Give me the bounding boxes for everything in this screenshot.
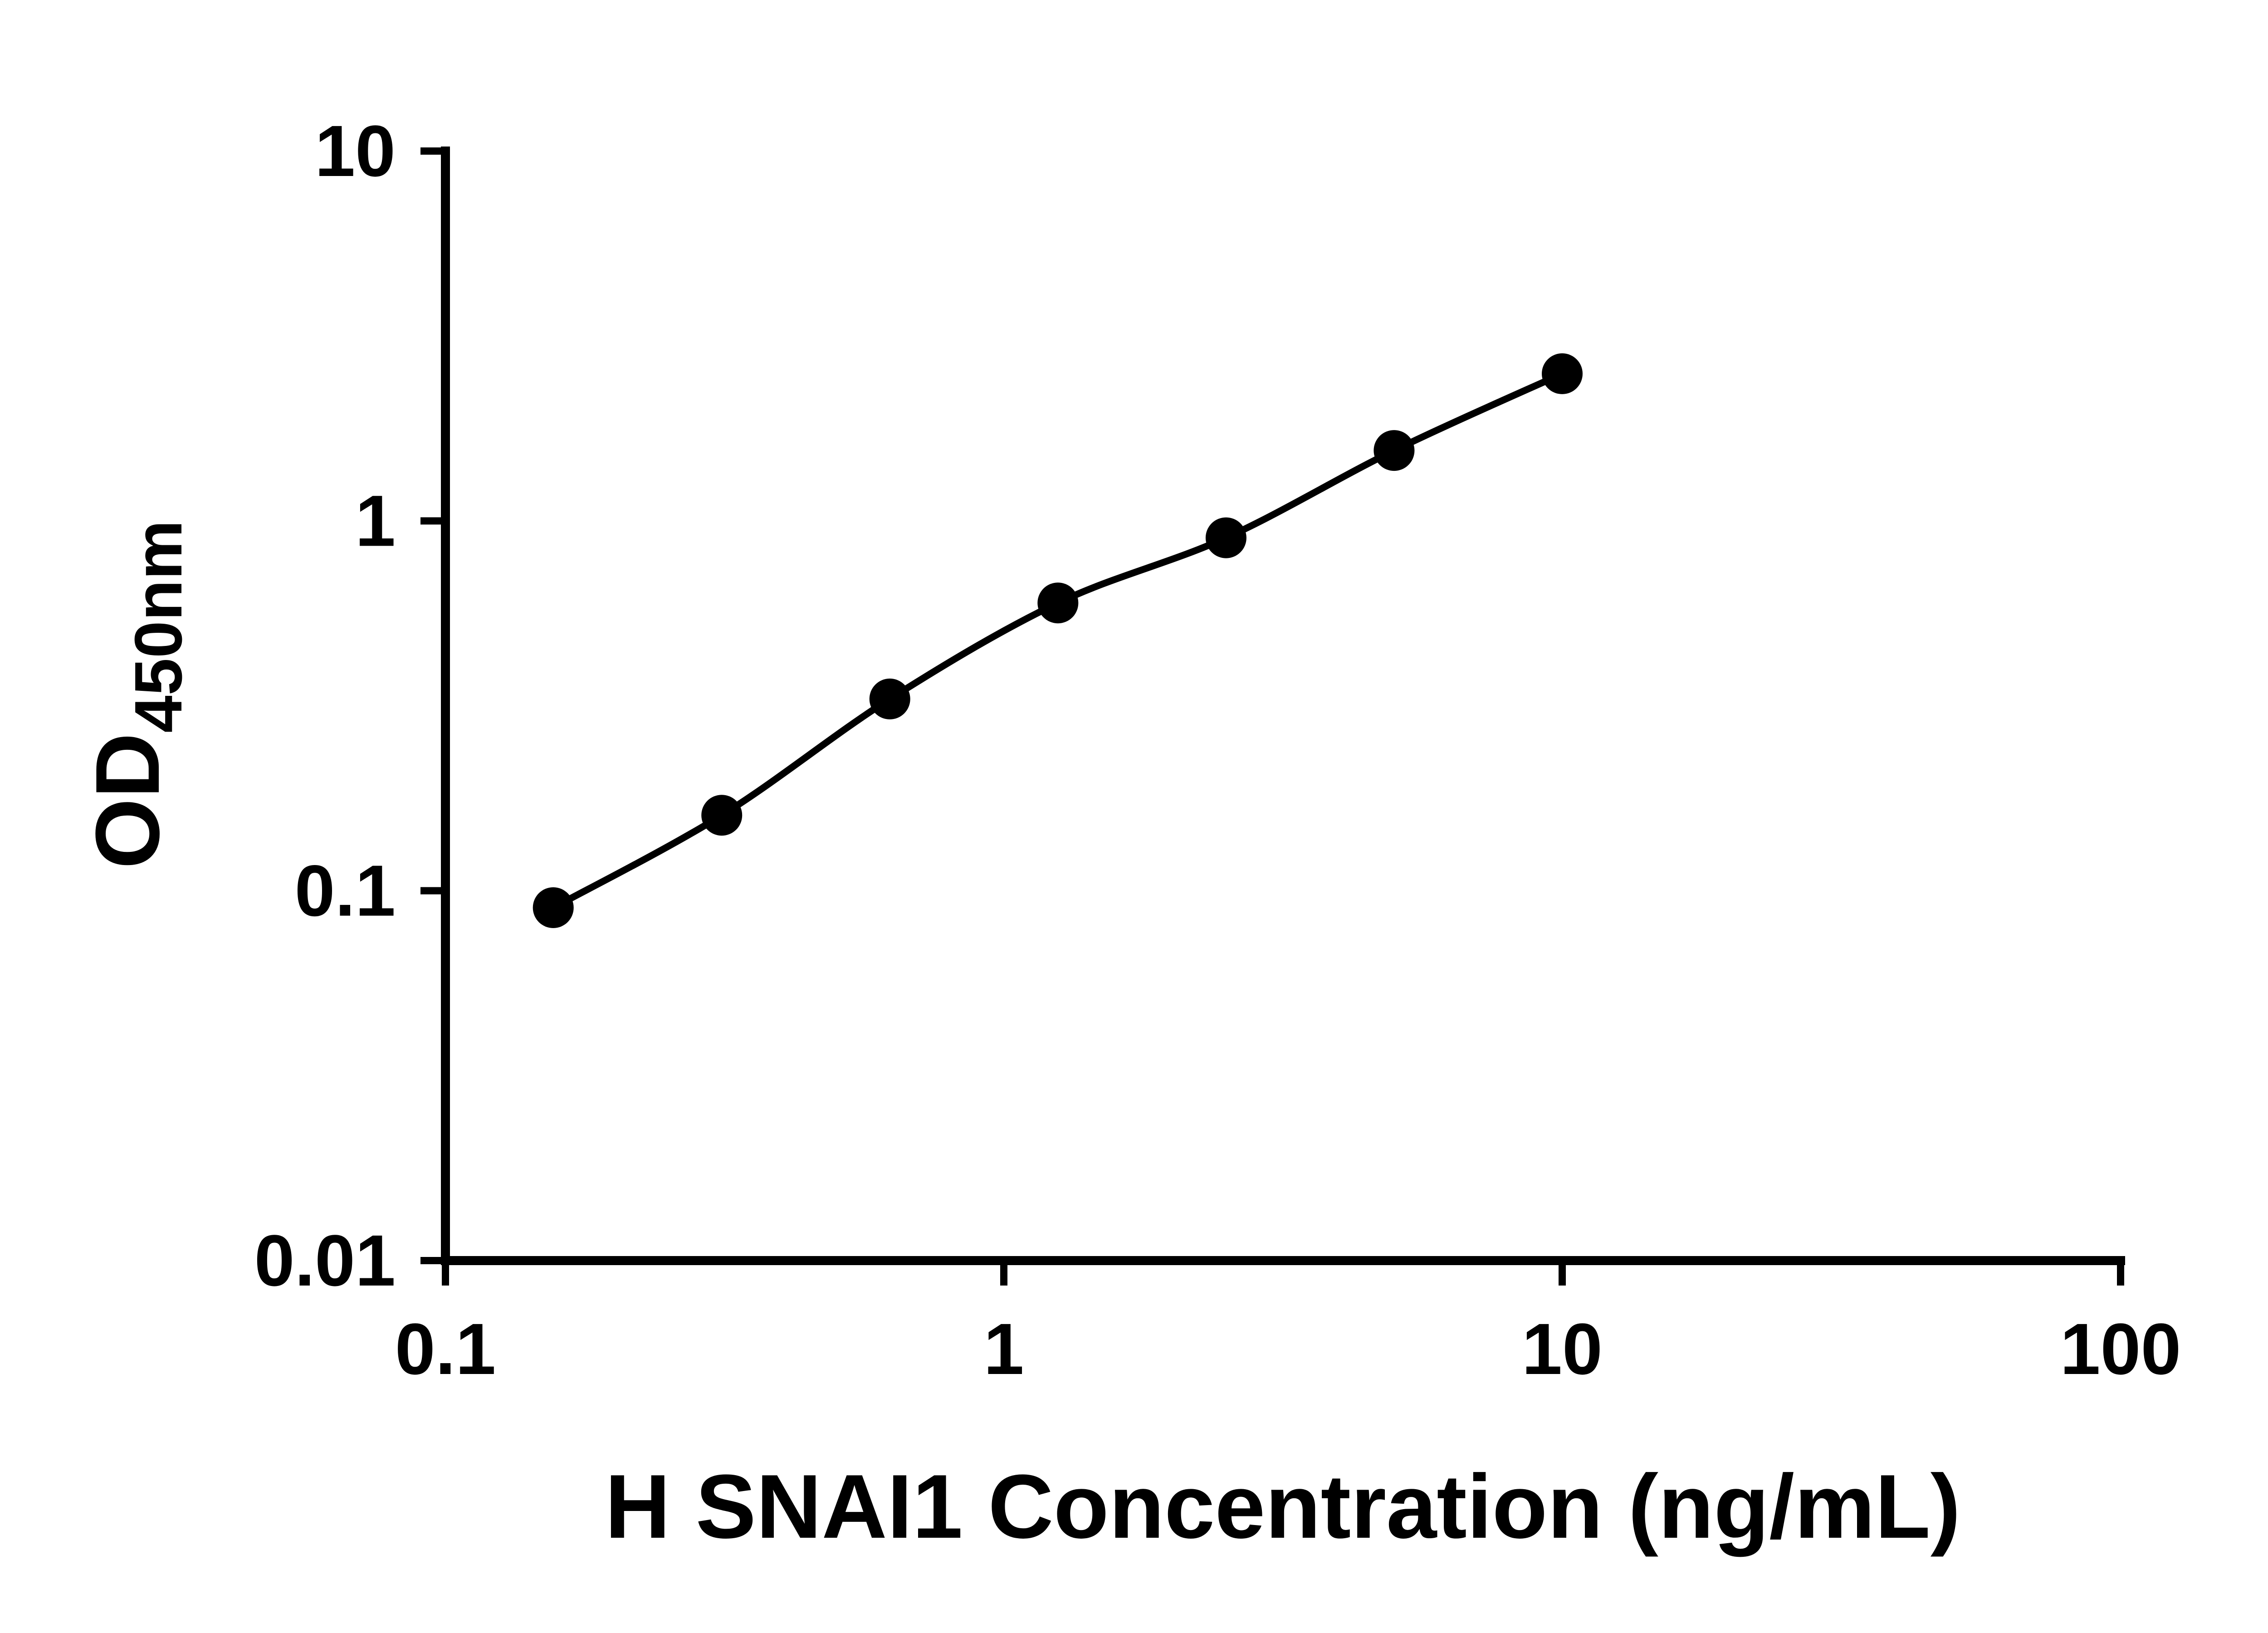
data-point (1542, 353, 1583, 394)
x-tick-label: 100 (2060, 1308, 2181, 1389)
y-axis-title-sub: 450nm (121, 520, 196, 733)
x-tick-label: 0.1 (395, 1308, 496, 1389)
x-axis-title: H SNAI1 Concentration (ng/mL) (605, 1456, 1961, 1557)
data-points (533, 353, 1583, 928)
y-axis-title: OD450nm (77, 520, 196, 869)
data-point (869, 678, 910, 719)
y-tick-label: 0.01 (254, 1220, 396, 1301)
data-point (1374, 430, 1415, 471)
data-point (1205, 517, 1246, 558)
plot-axes (441, 147, 2125, 1265)
x-tick-label: 1 (984, 1308, 1024, 1389)
y-tick-label: 10 (315, 110, 396, 191)
x-ticks: 0.1 1 10 100 (395, 1261, 2181, 1389)
data-point (1037, 582, 1079, 624)
x-tick-label: 10 (1522, 1308, 1603, 1389)
y-tick-label: 0.1 (295, 850, 396, 931)
data-point (701, 795, 743, 836)
y-tick-label: 1 (355, 480, 396, 561)
y-ticks: 0.01 0.1 1 10 (254, 110, 445, 1301)
y-axis-title-main: OD (77, 733, 178, 869)
data-point (533, 887, 574, 928)
